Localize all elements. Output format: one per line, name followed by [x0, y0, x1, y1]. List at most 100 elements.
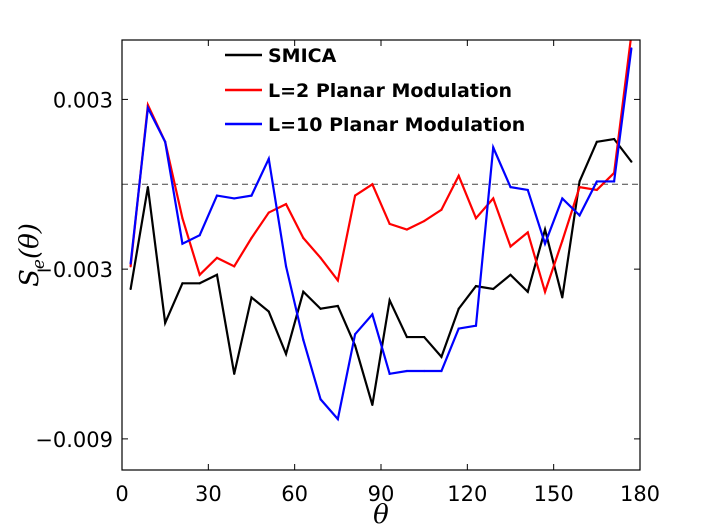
data-point — [198, 282, 201, 285]
data-point — [388, 372, 391, 375]
data-point — [215, 256, 219, 259]
y-axis-label-argument: (θ) — [15, 223, 45, 259]
data-point — [440, 208, 443, 211]
data-point — [630, 47, 633, 50]
data-point — [388, 222, 391, 225]
x-tick-label: 180 — [620, 482, 660, 506]
y-tick-label: 0.003 — [53, 88, 113, 112]
x-tick-label: 0 — [115, 482, 128, 506]
legend-label-l2: L=2 Planar Modulation — [268, 80, 512, 102]
data-point — [250, 236, 253, 240]
data-point — [509, 186, 512, 189]
y-tick-label: −0.009 — [35, 428, 113, 452]
data-point — [319, 256, 322, 259]
x-tick-label: 120 — [447, 482, 487, 506]
data-point — [457, 327, 460, 330]
data-point — [526, 188, 529, 192]
data-point — [198, 234, 201, 237]
x-tick-label: 30 — [195, 482, 222, 506]
data-point — [146, 106, 149, 109]
data-point — [543, 228, 547, 231]
x-axis-label: θ — [373, 500, 389, 530]
data-point — [423, 369, 426, 373]
data-point — [526, 290, 529, 293]
data-point — [405, 335, 408, 339]
data-point — [457, 307, 460, 310]
data-point — [129, 265, 132, 268]
data-point — [319, 398, 322, 401]
data-point — [284, 265, 288, 268]
data-point — [233, 197, 236, 200]
data-point — [561, 296, 564, 299]
data-point — [474, 285, 478, 288]
data-point — [595, 180, 598, 183]
data-point — [492, 287, 495, 291]
data-point — [561, 197, 564, 200]
data-point — [509, 273, 512, 276]
data-point — [371, 313, 374, 316]
series-points-0 — [129, 137, 633, 407]
data-point — [423, 335, 426, 339]
x-tick-label: 150 — [534, 482, 574, 506]
legend: SMICA L=2 Planar Modulation L=10 Planar … — [225, 45, 525, 136]
data-point — [595, 188, 598, 192]
data-point — [181, 242, 184, 245]
series-line-2 — [129, 48, 633, 422]
data-point — [354, 194, 357, 197]
data-point — [302, 236, 305, 240]
data-point — [267, 157, 270, 160]
data-point — [561, 239, 564, 242]
y-axis-label-subscript: e — [29, 259, 49, 269]
data-point — [215, 273, 219, 276]
series-line-1 — [129, 40, 632, 296]
data-point — [267, 211, 270, 214]
data-point — [474, 324, 478, 327]
data-point — [578, 180, 581, 183]
series-points-2 — [129, 47, 633, 421]
data-point — [215, 194, 219, 197]
y-axis-label-main: S — [15, 269, 45, 287]
y-tick-labels: 0.003 −0.003 −0.009 — [35, 88, 113, 451]
data-point — [440, 355, 443, 358]
data-point — [388, 299, 391, 302]
data-point — [371, 403, 374, 407]
data-point — [595, 140, 598, 143]
data-point — [267, 310, 270, 313]
data-point — [181, 282, 184, 285]
legend-label-smica: SMICA — [268, 45, 337, 67]
data-point — [181, 217, 184, 220]
axis-ticks — [121, 40, 641, 470]
data-point — [233, 372, 236, 375]
data-point — [543, 242, 547, 245]
y-axis-label: Se(θ) — [15, 223, 49, 287]
data-point — [146, 186, 149, 189]
x-tick-labels: 0 30 60 90 120 150 180 — [115, 482, 660, 506]
series-line-0 — [129, 137, 633, 406]
data-point — [578, 214, 581, 217]
data-point — [630, 160, 633, 163]
data-point — [354, 344, 357, 347]
data-point — [250, 194, 253, 197]
data-point — [405, 228, 408, 231]
data-point — [492, 197, 495, 200]
data-point — [319, 307, 322, 310]
data-point — [250, 296, 253, 299]
data-point — [440, 369, 443, 373]
data-point — [302, 338, 305, 341]
data-point — [578, 186, 581, 189]
data-point — [336, 417, 339, 421]
data-point — [164, 321, 167, 324]
data-point — [371, 183, 374, 186]
legend-label-l10: L=10 Planar Modulation — [268, 114, 525, 136]
data-point — [474, 217, 478, 220]
data-point — [164, 140, 167, 143]
data-point — [457, 174, 460, 177]
data-point — [492, 146, 495, 149]
data-point — [284, 202, 288, 206]
data-point — [613, 180, 616, 183]
x-tick-label: 90 — [368, 482, 395, 506]
x-tick-label: 60 — [281, 482, 308, 506]
data-point — [509, 245, 512, 248]
